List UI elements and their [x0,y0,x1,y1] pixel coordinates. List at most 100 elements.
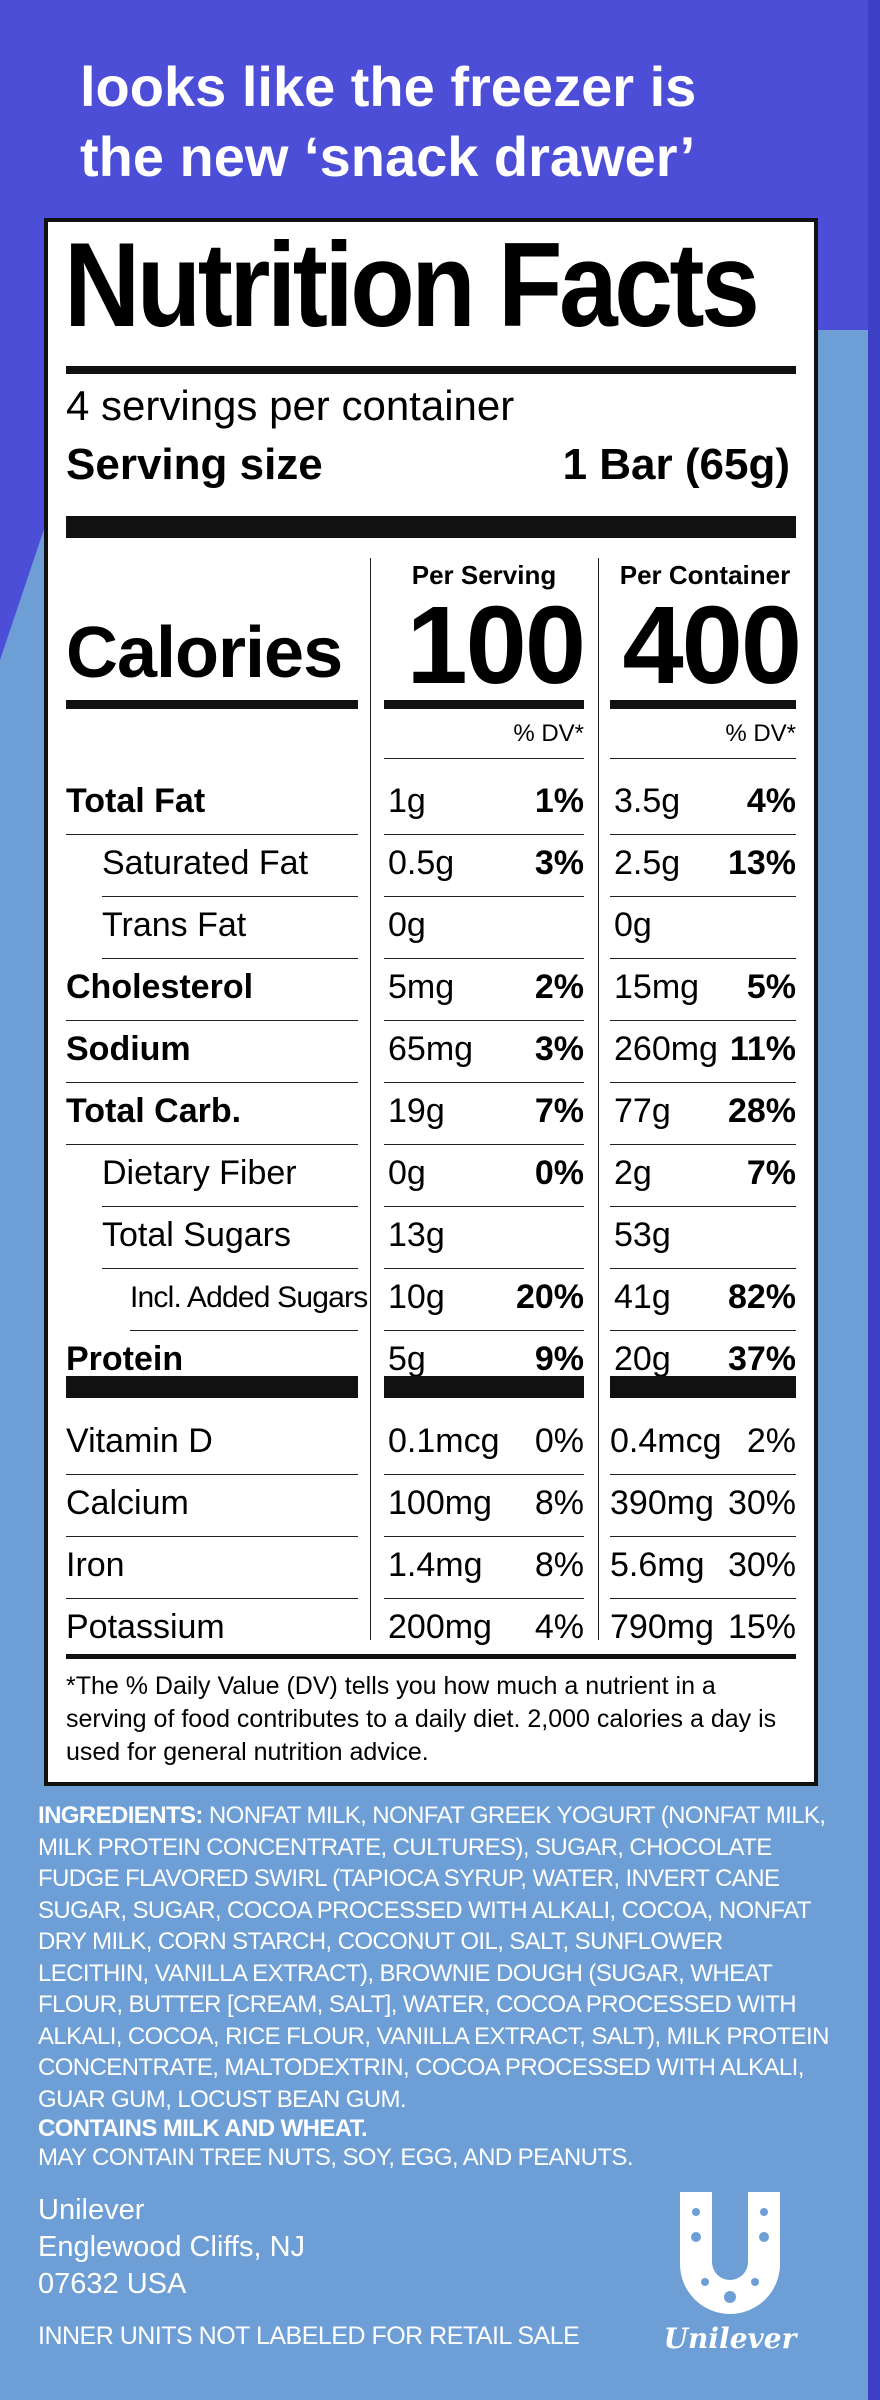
row-divider [66,1598,358,1599]
row-divider [130,1330,358,1331]
amount-per-container: 15mg [614,968,700,1006]
row-divider [610,1474,796,1475]
row-divider [384,896,584,897]
headline-line-2: the new ‘snack drawer’ [80,125,696,188]
amount-per-container: 2g [614,1154,652,1192]
amount-per-serving: 5g [388,1340,426,1378]
address-line-2: Englewood Cliffs, NJ [38,2231,306,2263]
nutrient-name: Incl. Added Sugars [130,1281,368,1314]
title-rule [66,366,796,374]
amount-per-serving: 13g [388,1216,445,1254]
row-divider [610,1206,796,1207]
vitamin-amount-per-serving: 0.1mcg [388,1422,500,1460]
may-contain-statement: MAY CONTAIN TREE NUTS, SOY, EGG, AND PEA… [38,2144,634,2171]
vitamin-amount-per-container: 5.6mg [610,1546,705,1584]
nutrient-name: Total Fat [66,782,206,820]
row-divider [610,1598,796,1599]
dv-per-container: 4% [746,782,796,820]
manufacturer-address: Unilever Englewood Cliffs, NJ 07632 USA [38,2192,305,2303]
calories-rule-2 [384,700,584,709]
calories-rule-1 [66,700,358,709]
nutrition-facts-panel: Nutrition Facts 4 servings per container… [44,218,818,1786]
vitamin-dv-per-serving: 0% [534,1422,584,1460]
row-divider [66,1536,358,1537]
per-serving-header: Per Serving [411,560,557,590]
row-divider [610,1020,796,1021]
row-divider [384,1474,584,1475]
amount-per-serving: 0.5g [388,844,455,882]
dv-per-serving: 3% [534,844,584,882]
vitamin-dv-per-container: 2% [746,1422,796,1460]
row-divider [384,1536,584,1537]
vitamin-amount-per-serving: 200mg [388,1608,492,1646]
dv-per-serving: 2% [534,968,584,1006]
nutrient-name: Total Carb. [66,1092,242,1130]
row-divider [66,834,358,835]
ingredients-text: NONFAT MILK, NONFAT GREEK YOGURT (NONFAT… [38,1802,829,2113]
calories-label: Calories [66,613,343,693]
row-divider [610,1268,796,1269]
row-divider [384,1206,584,1207]
amount-per-serving: 0g [388,906,426,944]
row-divider [384,1020,584,1021]
amount-per-serving: 1g [388,782,426,820]
nutrition-facts-title: Nutrition Facts [64,218,760,352]
dv-per-serving: 3% [534,1030,584,1068]
address-line-1: Unilever [38,2194,145,2226]
dv-per-container: 13% [727,844,796,882]
row-divider [384,1598,584,1599]
amount-per-container: 0g [614,906,652,944]
dv-per-serving: 9% [534,1340,584,1378]
ingredients-label: INGREDIENTS: [38,1802,203,1829]
vitamin-amount-per-container: 790mg [610,1608,714,1646]
dv-header-serving: % DV* [513,720,584,747]
row-divider [102,958,358,959]
amount-per-serving: 10g [388,1278,445,1316]
nutrient-name: Saturated Fat [102,844,309,882]
column-divider-2 [598,558,599,1640]
dv-footnote: *The % Daily Value (DV) tells you how mu… [66,1672,777,1766]
unilever-logo-icon [680,2192,780,2314]
dv-per-serving: 0% [534,1154,584,1192]
nutrient-name: Sodium [66,1030,191,1068]
per-container-header: Per Container [619,560,791,590]
row-divider [610,1536,796,1537]
row-divider [384,1082,584,1083]
amount-per-container: 3.5g [614,782,681,820]
vitamin-name: Calcium [66,1484,189,1522]
row-divider [384,1330,584,1331]
headline-line-1: looks like the freezer is [80,55,697,118]
row-divider [102,896,358,897]
row-divider [102,1206,358,1207]
nutrient-name: Dietary Fiber [102,1154,297,1192]
vitamin-dv-per-container: 30% [727,1546,796,1584]
vitamin-amount-per-serving: 100mg [388,1484,492,1522]
vitamin-rule-3 [610,1376,796,1398]
column-divider-1 [370,558,371,1640]
vitamin-name: Vitamin D [66,1422,213,1460]
calories-rule-3 [610,700,796,709]
servings-per-container: 4 servings per container [66,382,515,429]
dv-per-container: 11% [729,1030,796,1068]
amount-per-container: 41g [614,1278,671,1316]
row-divider [66,1144,358,1145]
vitamin-dv-per-container: 30% [727,1484,796,1522]
row-divider [66,1474,358,1475]
amount-per-serving: 5mg [388,968,455,1006]
row-divider [610,958,796,959]
vitamin-rule-2 [384,1376,584,1398]
vitamin-amount-per-serving: 1.4mg [388,1546,483,1584]
nutrient-name: Cholesterol [66,968,254,1006]
serving-size-value: 1 Bar (65g) [562,440,790,489]
nutrient-name: Protein [66,1340,184,1378]
amount-per-container: 2.5g [614,844,681,882]
row-divider [384,958,584,959]
dv-per-serving: 20% [515,1278,584,1316]
nutrient-name: Total Sugars [102,1216,291,1254]
headline: looks like the freezer is the new ‘snack… [80,52,840,192]
dv-per-container: 82% [727,1278,796,1316]
dv-per-container: 7% [746,1154,796,1192]
row-divider [610,1082,796,1083]
amount-per-serving: 19g [388,1092,445,1130]
row-divider [610,896,796,897]
